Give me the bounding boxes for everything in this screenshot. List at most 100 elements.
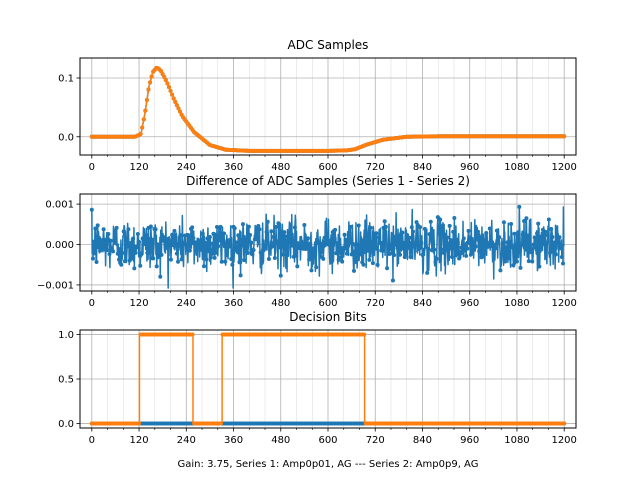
difference-marker: [509, 222, 514, 227]
difference-marker: [199, 237, 204, 242]
difference-marker: [204, 257, 209, 262]
difference-marker: [281, 252, 286, 257]
difference-marker: [137, 239, 142, 244]
difference-marker: [305, 236, 310, 241]
difference-marker: [519, 242, 524, 247]
difference-marker: [538, 234, 543, 239]
difference-marker: [507, 240, 512, 245]
difference-marker: [374, 231, 379, 236]
series-2-marker: [166, 85, 171, 90]
difference-marker: [274, 224, 279, 229]
difference-marker: [203, 253, 208, 258]
decision-bits-title: Decision Bits: [289, 310, 366, 324]
difference-marker: [501, 220, 506, 225]
difference-marker: [269, 229, 274, 234]
difference-marker: [524, 216, 529, 221]
difference-marker: [101, 227, 106, 232]
difference-marker: [440, 227, 445, 232]
difference-marker: [135, 232, 140, 237]
difference-marker: [264, 230, 269, 235]
difference-marker: [93, 226, 98, 231]
difference-marker: [209, 248, 214, 253]
difference-marker: [503, 259, 508, 264]
difference-marker: [439, 247, 444, 252]
difference-marker: [497, 235, 502, 240]
difference-marker: [288, 227, 293, 232]
x-tick-label: 120: [130, 298, 149, 309]
difference-marker: [437, 231, 442, 236]
difference-marker: [427, 232, 432, 237]
difference-marker: [390, 278, 395, 283]
difference-marker: [308, 241, 313, 246]
difference-marker: [238, 273, 243, 278]
difference-marker: [416, 247, 421, 252]
difference-marker: [337, 250, 342, 255]
difference-marker: [400, 230, 405, 235]
difference-marker: [536, 221, 541, 226]
x-tick-label: 1080: [504, 435, 529, 446]
difference-marker: [220, 240, 225, 245]
difference-marker: [425, 270, 430, 275]
difference-marker: [361, 262, 366, 267]
difference-marker: [438, 217, 443, 222]
difference-marker: [442, 232, 447, 237]
x-tick-label: 1200: [551, 435, 576, 446]
difference-marker: [530, 259, 535, 264]
difference-marker: [200, 231, 205, 236]
difference-marker: [237, 260, 242, 265]
difference-marker: [283, 234, 288, 239]
difference-marker: [420, 252, 425, 257]
difference-marker: [190, 225, 195, 230]
difference-marker: [375, 262, 380, 267]
difference-marker: [446, 241, 451, 246]
difference-marker: [459, 245, 464, 250]
difference-marker: [552, 240, 557, 245]
difference-marker: [236, 233, 241, 238]
difference-marker: [553, 252, 558, 257]
difference-marker: [506, 256, 511, 261]
difference-marker: [422, 226, 427, 231]
difference-marker: [434, 256, 439, 261]
difference-marker: [496, 240, 501, 245]
difference-marker: [487, 226, 492, 231]
x-tick-label: 840: [413, 435, 432, 446]
difference-marker: [294, 253, 299, 258]
difference-marker: [309, 268, 314, 273]
series-2-marker: [159, 69, 164, 74]
x-tick-label: 720: [366, 435, 385, 446]
difference-marker: [461, 236, 466, 241]
difference-marker: [111, 249, 116, 254]
difference-marker: [266, 256, 271, 261]
difference-marker: [122, 259, 127, 264]
difference-marker: [271, 234, 276, 239]
difference-marker: [278, 273, 283, 278]
x-tick-label: 1200: [551, 298, 576, 309]
difference-marker: [366, 245, 371, 250]
difference-marker: [418, 225, 423, 230]
difference-marker: [376, 235, 381, 240]
difference-marker: [263, 246, 268, 251]
difference-marker: [172, 228, 177, 233]
difference-marker: [486, 241, 491, 246]
difference-marker: [245, 250, 250, 255]
difference-marker: [512, 231, 517, 236]
difference-marker: [445, 235, 450, 240]
difference-marker: [92, 239, 97, 244]
difference-marker: [455, 240, 460, 245]
difference-marker: [348, 224, 353, 229]
x-tick-label: 960: [460, 298, 479, 309]
series-2-marker: [141, 117, 146, 122]
difference-marker: [428, 219, 433, 224]
difference-marker: [96, 235, 101, 240]
difference-marker: [115, 251, 120, 256]
difference-marker: [320, 243, 325, 248]
difference-marker: [94, 260, 99, 265]
series-2-markers: [89, 65, 567, 153]
y-tick-label: 0.001: [45, 200, 74, 211]
difference-marker: [103, 243, 108, 248]
difference-marker: [342, 232, 347, 237]
difference-marker: [131, 236, 136, 241]
difference-marker: [510, 245, 515, 250]
difference-marker: [344, 251, 349, 256]
y-tick-label: 0.000: [45, 240, 74, 251]
